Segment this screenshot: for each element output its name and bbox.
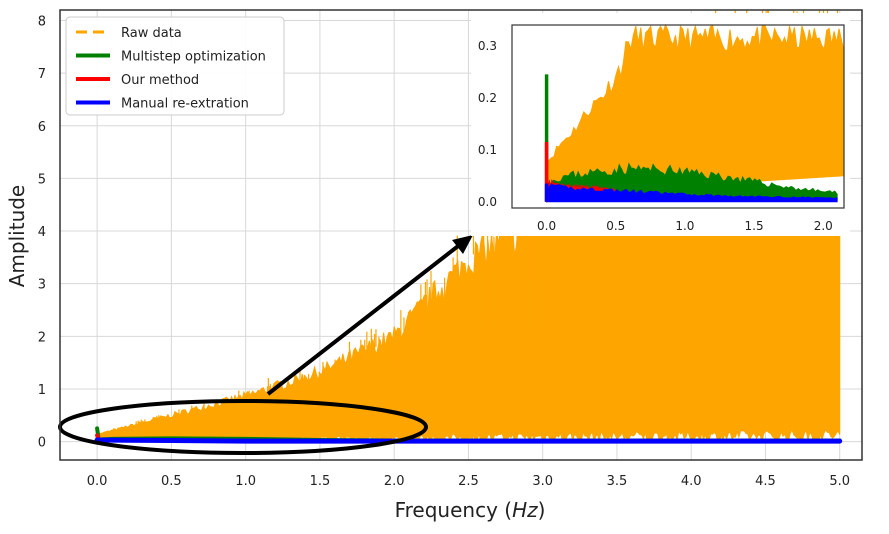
inset-y-tick-label: 0.2 xyxy=(478,91,497,105)
x-tick-label: 1.5 xyxy=(310,474,331,489)
x-tick-label: 2.5 xyxy=(458,474,479,489)
x-tick-label: 3.5 xyxy=(607,474,628,489)
x-tick-label: 5.0 xyxy=(829,474,850,489)
x-tick-label: 0.0 xyxy=(87,474,108,489)
x-tick-label: 4.5 xyxy=(755,474,776,489)
y-tick-label: 7 xyxy=(38,67,46,82)
y-axis-title: Amplitude xyxy=(5,185,29,288)
legend-label: Raw data xyxy=(121,26,182,41)
inset-frame xyxy=(511,24,845,209)
legend-label: Manual re-extration xyxy=(121,97,249,112)
y-tick-label: 6 xyxy=(38,120,46,135)
inset-y-tick-label: 0.0 xyxy=(478,195,497,209)
x-tick-label: 2.0 xyxy=(384,474,405,489)
y-tick-label: 0 xyxy=(38,436,46,451)
zoom-arrow-shaft xyxy=(266,241,464,396)
y-tick-label: 4 xyxy=(38,225,46,240)
inset-blue-band xyxy=(546,183,838,203)
x-axis-title: Frequency (Hz) xyxy=(395,498,546,522)
inset-x-tick-label: 1.0 xyxy=(675,219,694,233)
inset-x-tick-label: 2.0 xyxy=(814,219,833,233)
inset-x-tick-label: 0.5 xyxy=(606,219,625,233)
plot-frame xyxy=(59,9,863,461)
zoom-arrow-head xyxy=(452,235,473,254)
legend-box xyxy=(65,16,285,116)
y-tick-label: 3 xyxy=(38,278,46,293)
legend-label: Our method xyxy=(121,73,199,88)
inset-x-tick-label: 0.0 xyxy=(537,219,556,233)
y-tick-label: 5 xyxy=(38,172,46,187)
x-tick-label: 1.0 xyxy=(235,474,256,489)
legend-label: Multistep optimization xyxy=(121,50,266,65)
x-axis-title-prefix: Frequency ( xyxy=(395,498,512,522)
x-axis-title-suffix: ) xyxy=(538,498,546,522)
x-axis-title-unit: Hz xyxy=(512,498,538,522)
legend: Raw data Multistep optimization Our method… xyxy=(65,16,285,116)
x-tick-label: 0.5 xyxy=(161,474,182,489)
series-line-3 xyxy=(94,437,843,444)
zoom-inset: 0.0 0.5 1.0 1.5 2.0 0.0 0.1 0.2 0.3 xyxy=(471,13,850,236)
main-ticks: 0.0 0.5 1.0 1.5 2.0 2.5 3.0 3.5 4.0 4.5 5.0 0 1 2 3 4 5 6… xyxy=(38,15,850,489)
y-tick-label: 2 xyxy=(38,330,46,345)
main-frame xyxy=(59,9,863,461)
y-tick-label: 1 xyxy=(38,383,46,398)
inset-y-tick-label: 0.1 xyxy=(478,143,497,157)
x-tick-label: 4.0 xyxy=(681,474,702,489)
inset-x-tick-label: 1.5 xyxy=(745,219,764,233)
inset-y-tick-label: 0.3 xyxy=(478,39,497,53)
y-tick-label: 8 xyxy=(38,15,46,30)
x-tick-label: 3.0 xyxy=(532,474,553,489)
